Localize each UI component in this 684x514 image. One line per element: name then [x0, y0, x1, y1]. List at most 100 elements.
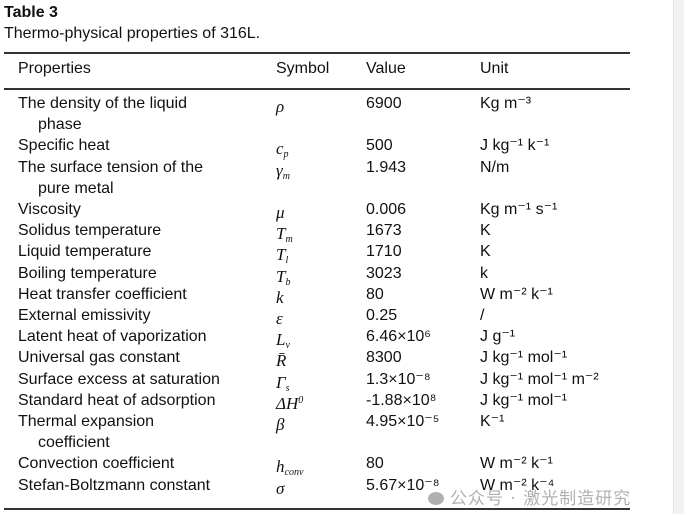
unit-cell: Kg m⁻¹ s⁻¹ — [480, 201, 558, 218]
property-text: Solidus temperature — [18, 222, 162, 240]
property-text: Universal gas constant — [18, 349, 180, 367]
header-rule — [4, 88, 630, 90]
watermark: 公众号 · 激光制造研究 — [428, 484, 631, 509]
unit-cell: W m⁻² k⁻⁴ — [480, 476, 555, 494]
value-cell: 0.25 — [366, 307, 398, 324]
property-cell: Universal gas constant — [18, 347, 268, 368]
symbol-cell: ε — [276, 305, 283, 335]
property-text: Stefan-Boltzmann constant — [18, 476, 211, 494]
property-text: The density of the liquid — [18, 95, 187, 112]
page-edge — [673, 0, 684, 514]
symbol-main: μ — [276, 203, 285, 222]
property-cell: The surface tension of the pure metal — [18, 157, 268, 199]
symbol-main: ΔH — [276, 393, 299, 413]
watermark-text: 公众号 · 激光制造研究 — [450, 489, 632, 509]
symbol-cell: γm — [276, 157, 290, 187]
header-properties: Properties — [18, 60, 91, 77]
value-cell: -1.88×10⁸ — [366, 391, 437, 409]
symbol-main: h — [276, 457, 285, 477]
symbol-main: R̄ — [276, 351, 287, 371]
value-cell: 1.943 — [366, 158, 407, 176]
property-cell: Surface excess at saturation — [18, 369, 268, 390]
property-cell: Liquid temperature — [18, 241, 268, 262]
symbol-main: ε — [276, 309, 283, 328]
unit-cell: W m⁻² k⁻¹ — [480, 285, 553, 303]
symbol-cell: Lv — [276, 326, 290, 356]
property-text: pure metal — [38, 179, 114, 197]
property-text: Boiling temperature — [18, 264, 157, 282]
value-cell: 8300 — [366, 349, 402, 367]
header-unit: Unit — [480, 60, 509, 77]
value-cell: 500 — [366, 137, 393, 155]
value-cell: 6.46×10⁶ — [366, 328, 431, 346]
symbol-main: k — [276, 287, 284, 307]
value-cell: 5.67×10⁻⁸ — [366, 476, 440, 494]
property-text: coefficient — [38, 434, 110, 452]
property-cell: Solidus temperature — [18, 220, 268, 241]
property-text: Liquid temperature — [18, 243, 152, 261]
value-cell: 3023 — [366, 264, 402, 282]
property-text: Latent heat of vaporization — [18, 328, 207, 346]
value-cell: 0.006 — [366, 201, 407, 218]
symbol-main: β — [276, 415, 285, 434]
symbol-cell: cp — [276, 135, 289, 165]
symbol-cell: hconv — [276, 453, 303, 483]
symbol-cell: R̄ — [276, 347, 286, 377]
unit-cell: K — [480, 222, 491, 240]
property-cell: Heat transfer coefficient — [18, 284, 268, 305]
symbol-main: L — [276, 330, 286, 350]
unit-cell: / — [480, 307, 485, 324]
symbol-main: γ — [276, 160, 283, 180]
property-text: Specific heat — [18, 137, 110, 155]
header-value: Value — [366, 60, 406, 77]
value-cell: 1.3×10⁻⁸ — [366, 370, 431, 388]
symbol-cell: k — [276, 284, 284, 314]
symbol-sub: m — [285, 234, 293, 246]
value-cell: 4.95×10⁻⁵ — [366, 413, 440, 430]
value-cell: 1710 — [366, 243, 402, 261]
property-text: Convection coefficient — [18, 455, 175, 473]
header-symbol: Symbol — [276, 60, 330, 77]
unit-cell: J kg⁻¹ mol⁻¹ — [480, 391, 568, 409]
symbol-main: σ — [276, 478, 285, 498]
symbol-main: c — [276, 139, 284, 159]
property-cell: Specific heat — [18, 135, 268, 156]
symbol-sub: p — [283, 149, 289, 161]
symbol-sub: b — [285, 276, 291, 288]
symbol-sup: 0 — [298, 394, 304, 406]
value-cell: 1673 — [366, 222, 402, 240]
unit-cell: k — [480, 264, 488, 282]
symbol-sub: m — [282, 170, 290, 182]
symbol-main: ρ — [276, 97, 285, 116]
symbol-cell: Tb — [276, 263, 290, 293]
property-cell: Standard heat of adsorption — [18, 390, 268, 411]
unit-cell: J kg⁻¹ mol⁻¹ m⁻² — [480, 370, 599, 388]
bottom-rule — [4, 508, 630, 510]
symbol-main: T — [276, 266, 286, 286]
value-cell: 6900 — [366, 95, 402, 112]
property-cell: Latent heat of vaporization — [18, 326, 268, 347]
table-caption: Thermo-physical properties of 316L. — [4, 25, 261, 42]
property-text: Surface excess at saturation — [18, 370, 220, 388]
value-cell: 80 — [366, 285, 384, 303]
symbol-sub: s — [285, 382, 290, 394]
symbol-cell: ΔH0 — [276, 390, 303, 420]
symbol-main: T — [276, 224, 286, 244]
property-cell: Thermal expansion coefficient — [18, 411, 268, 453]
symbol-cell: ρ — [276, 93, 284, 123]
property-cell: Boiling temperature — [18, 263, 268, 284]
unit-cell: J kg⁻¹ k⁻¹ — [480, 137, 550, 155]
property-cell: Stefan-Boltzmann constant — [18, 475, 268, 496]
symbol-main: T — [276, 245, 286, 265]
symbol-cell: β — [276, 411, 284, 441]
unit-cell: K⁻¹ — [480, 413, 505, 430]
property-cell: Viscosity — [18, 199, 268, 220]
unit-cell: N/m — [480, 158, 510, 176]
unit-cell: K — [480, 243, 491, 261]
wechat-icon — [428, 492, 444, 505]
property-cell: External emissivity — [18, 305, 268, 326]
property-cell: Convection coefficient — [18, 453, 268, 474]
unit-cell: Kg m⁻³ — [480, 95, 532, 112]
symbol-cell: σ — [276, 475, 284, 505]
